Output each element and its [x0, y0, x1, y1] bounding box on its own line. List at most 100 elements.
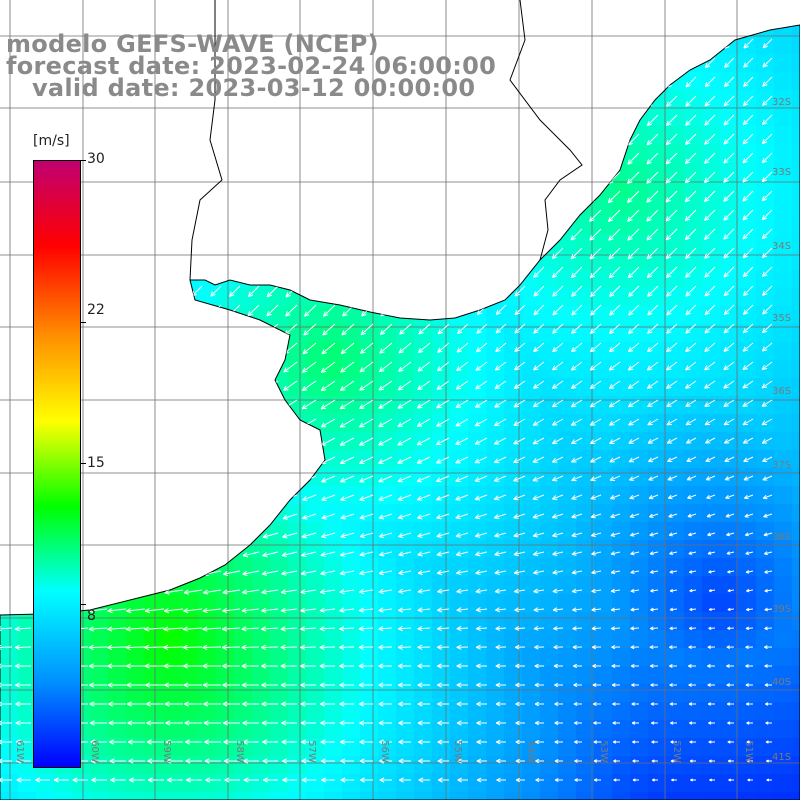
wind-arrow — [190, 323, 203, 335]
wind-arrow — [416, 418, 431, 427]
wind-arrow-head — [401, 198, 407, 201]
wind-arrow — [743, 304, 754, 315]
wind-arrow — [570, 247, 583, 260]
wind-arrow-head — [574, 760, 578, 763]
wind-arrow — [154, 247, 165, 258]
wind-arrow-head — [379, 536, 385, 538]
wind-arrow-head — [495, 607, 500, 611]
wind-arrow-head — [553, 628, 558, 631]
wind-arrow-head — [98, 213, 102, 219]
wind-arrow-head — [650, 628, 654, 631]
wind-arrow-head — [361, 311, 364, 317]
wind-arrow-head — [202, 663, 208, 667]
wind-arrow-head — [190, 350, 196, 353]
wind-arrow — [744, 513, 754, 518]
wind-arrow-head — [165, 739, 171, 743]
wind-arrow-head — [670, 741, 674, 744]
wind-arrow — [174, 152, 184, 162]
wind-arrow-head — [145, 592, 151, 595]
wind-arrow-head — [135, 293, 141, 296]
wind-arrow-head — [204, 555, 210, 558]
wind-arrow-head — [226, 422, 231, 427]
wind-arrow — [303, 323, 317, 336]
wind-arrow-head — [437, 328, 441, 334]
wind-arrow-head — [166, 537, 172, 539]
wind-arrow — [647, 38, 659, 50]
wind-arrow — [610, 551, 621, 555]
wind-arrow-head — [417, 385, 421, 390]
wind-arrow-head — [325, 137, 329, 143]
wind-arrow — [761, 152, 773, 164]
wind-arrow-head — [1, 420, 5, 426]
wind-arrow-head — [23, 215, 29, 218]
wind-arrow — [608, 228, 621, 241]
wind-arrow-head — [110, 515, 115, 520]
wind-arrow-head — [359, 477, 364, 483]
wind-arrow-head — [667, 457, 671, 462]
wind-arrow-head — [554, 682, 559, 686]
wind-arrow-head — [436, 646, 442, 650]
wind-arrow-head — [289, 25, 295, 28]
wind-arrow-head — [419, 255, 425, 259]
wind-arrow — [437, 608, 450, 611]
wind-arrow-head — [475, 609, 481, 613]
wind-arrow-head — [609, 294, 615, 297]
wind-arrow — [112, 456, 127, 464]
wind-arrow-head — [437, 758, 443, 762]
wind-arrow — [397, 399, 412, 409]
wind-arrow — [764, 551, 773, 555]
wind-arrow — [611, 627, 621, 630]
wind-arrow-head — [723, 253, 727, 259]
wind-arrow-head — [301, 760, 307, 764]
wind-arrow — [685, 342, 697, 352]
wind-arrow — [704, 133, 716, 145]
wind-arrow-head — [135, 330, 141, 334]
wind-arrow-head — [590, 494, 595, 500]
wind-arrow — [746, 570, 754, 573]
wind-arrow-head — [495, 609, 501, 613]
wind-arrow-head — [685, 368, 691, 371]
wind-arrow-head — [241, 682, 247, 686]
wind-arrow-head — [163, 663, 169, 667]
wind-arrow — [245, 475, 260, 483]
wind-arrow-head — [248, 275, 254, 278]
wind-arrow-head — [342, 314, 348, 317]
wind-arrow-head — [364, 140, 370, 144]
wind-arrow-head — [14, 665, 20, 669]
wind-arrow — [514, 209, 526, 221]
wind-arrow-head — [136, 178, 142, 181]
wind-arrow-head — [155, 137, 159, 143]
wind-arrow-head — [0, 477, 4, 482]
wind-arrow — [571, 342, 583, 353]
wind-arrow-head — [551, 476, 556, 481]
wind-arrow-head — [262, 533, 268, 538]
wind-arrow-head — [591, 588, 596, 592]
wind-arrow-head — [359, 722, 365, 726]
wind-arrow — [401, 114, 412, 125]
wind-arrow-head — [646, 365, 651, 371]
wind-arrow — [322, 323, 336, 336]
wind-arrow — [210, 304, 222, 316]
wind-arrow — [420, 209, 431, 220]
wind-arrow-head — [764, 571, 769, 574]
wind-arrow — [79, 190, 89, 200]
wind-arrow — [552, 304, 564, 316]
wind-arrow — [761, 190, 773, 202]
wind-arrow-head — [96, 346, 100, 352]
wind-arrow — [420, 171, 431, 182]
wind-arrow-head — [513, 569, 519, 574]
wind-arrow — [628, 437, 640, 444]
wind-arrow-head — [125, 626, 131, 630]
wind-arrow-head — [419, 291, 422, 297]
wind-arrow — [321, 342, 336, 355]
wind-arrow-head — [456, 347, 460, 353]
wind-arrow — [265, 342, 279, 354]
wind-arrow — [342, 285, 355, 298]
wind-arrow-head — [4, 212, 8, 218]
wind-arrow-head — [128, 555, 134, 558]
wind-arrow-head — [455, 517, 461, 520]
wind-arrow-head — [378, 407, 384, 409]
wind-arrow-head — [138, 25, 143, 27]
wind-arrow-head — [665, 120, 669, 126]
wind-arrow-head — [456, 572, 462, 576]
